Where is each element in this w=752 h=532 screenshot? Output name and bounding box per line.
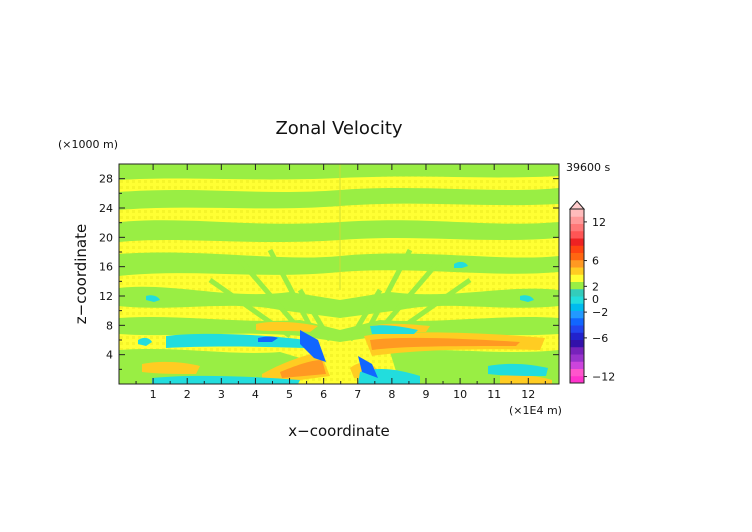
- colorbar-swatch: [570, 252, 584, 261]
- colorbar-swatch: [570, 296, 584, 304]
- colorbar-tick-label: −6: [592, 332, 608, 345]
- colorbar-swatch: [570, 230, 584, 239]
- y-tick-label: 24: [99, 202, 113, 215]
- x-tick-label: 1: [150, 388, 157, 401]
- colorbar-tick-label: 0: [592, 293, 599, 306]
- colorbar-swatch: [570, 325, 584, 333]
- plot-frame: [118, 163, 560, 385]
- colorbar-frame: [569, 208, 585, 384]
- velocity-field: [119, 164, 559, 384]
- colorbar-tick-label: −12: [592, 371, 615, 384]
- colorbar-swatch: [570, 223, 584, 232]
- strong-positive-patches: [280, 337, 520, 378]
- strong-negative-patches: [258, 330, 378, 378]
- x-unit-label: (×1E4 m): [509, 404, 562, 417]
- colorbar-swatch: [570, 368, 584, 377]
- x-axis-label: x−coordinate: [288, 422, 389, 440]
- y-tick-label: 8: [106, 319, 113, 332]
- colorbar-swatch: [570, 375, 584, 384]
- chart-title: Zonal Velocity: [275, 118, 402, 139]
- colorbar-swatch: [570, 346, 584, 355]
- x-tick-label: 11: [487, 388, 501, 401]
- y-axis-ticks: 4 8 12 16 20 24 28: [99, 173, 559, 370]
- colorbar-tick-label: 12: [592, 216, 606, 229]
- x-tick-label: 7: [354, 388, 361, 401]
- x-tick-label: 6: [320, 388, 327, 401]
- colorbar-labels: 12 6 20−2 −6 −12: [584, 216, 615, 384]
- x-tick-label: 8: [388, 388, 395, 401]
- colorbar-swatch: [570, 238, 584, 246]
- colorbar-swatch: [570, 361, 584, 369]
- colorbar-overflow-arrow: [568, 200, 586, 210]
- x-tick-label: 9: [422, 388, 429, 401]
- colorbar-swatch: [570, 245, 584, 253]
- y-axis-label: z−coordinate: [72, 224, 90, 324]
- colorbar-swatch: [570, 259, 584, 268]
- colorbar-swatch: [570, 354, 584, 362]
- x-tick-label: 4: [252, 388, 259, 401]
- x-tick-label: 10: [453, 388, 467, 401]
- colorbar-swatch: [570, 216, 584, 224]
- negative-patches: [138, 261, 548, 384]
- colorbar-swatch: [570, 317, 584, 326]
- colorbar-swatch: [570, 310, 584, 319]
- colorbar-tick-label: 2: [592, 280, 599, 293]
- colorbar-tick-label: −2: [592, 306, 608, 319]
- x-tick-label: 12: [521, 388, 535, 401]
- y-unit-label: (×1000 m): [58, 138, 118, 151]
- colorbar-swatch: [570, 274, 584, 282]
- y-tick-label: 28: [99, 173, 113, 186]
- x-tick-label: 3: [218, 388, 225, 401]
- x-tick-label: 2: [184, 388, 191, 401]
- colorbar-swatch: [570, 267, 584, 275]
- colorbar-swatch: [570, 332, 584, 340]
- y-tick-label: 20: [99, 231, 113, 244]
- colorbar-swatch: [570, 288, 584, 297]
- y-tick-label: 12: [99, 290, 113, 303]
- colorbar-tick-label: 6: [592, 255, 599, 268]
- x-axis-ticks: 1 2 3 4 5 6 7 8 9 10 11 12: [135, 164, 546, 401]
- colorbar-swatch: [570, 303, 584, 311]
- colorbar-swatch: [570, 281, 584, 290]
- time-label: 39600 s: [566, 161, 610, 174]
- y-tick-label: 4: [106, 349, 113, 362]
- colorbar-swatch: [570, 339, 584, 348]
- colorbar: [568, 200, 586, 384]
- y-tick-label: 16: [99, 261, 113, 274]
- colorbar-swatch: [570, 209, 584, 217]
- x-tick-label: 5: [286, 388, 293, 401]
